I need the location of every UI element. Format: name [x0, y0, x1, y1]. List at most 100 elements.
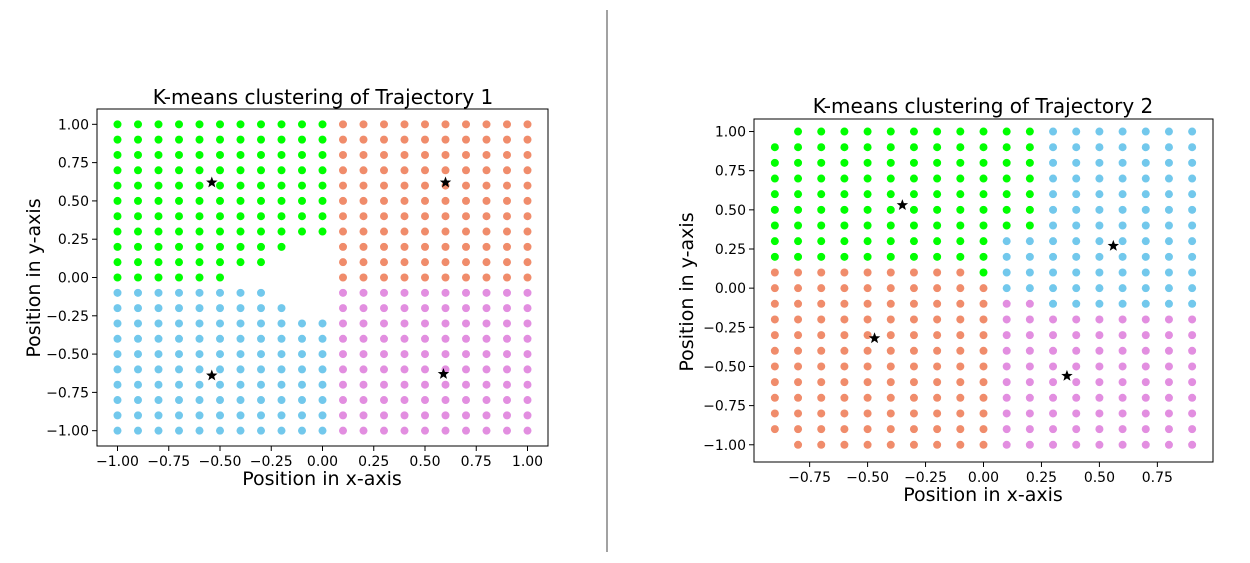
data-point — [1164, 362, 1173, 371]
data-point — [134, 135, 142, 144]
data-point — [863, 221, 872, 230]
data-point — [380, 365, 388, 374]
data-point — [1188, 205, 1197, 214]
data-point — [154, 350, 163, 359]
data-point — [175, 288, 183, 297]
data-point — [298, 166, 306, 175]
data-point — [421, 135, 429, 144]
data-point — [359, 334, 368, 343]
x-tick-label: 0.25 — [358, 454, 389, 470]
data-point — [1118, 268, 1127, 277]
data-point — [503, 426, 511, 435]
data-point — [134, 365, 142, 374]
data-point — [1188, 268, 1197, 277]
data-point — [277, 166, 286, 175]
data-point — [840, 205, 849, 214]
data-point — [236, 334, 245, 343]
data-point — [1025, 315, 1034, 324]
data-point — [216, 258, 224, 267]
data-point — [1002, 346, 1011, 355]
data-point — [216, 288, 224, 297]
data-point — [421, 304, 429, 313]
data-point — [339, 396, 347, 405]
data-point — [1118, 221, 1127, 230]
data-point — [1025, 409, 1034, 418]
data-point — [817, 440, 826, 449]
data-point — [523, 120, 532, 129]
data-point — [840, 190, 849, 199]
data-point — [421, 196, 429, 205]
data-point — [1118, 378, 1127, 387]
data-point — [1049, 425, 1058, 434]
data-point — [1049, 409, 1058, 418]
data-point — [339, 120, 347, 129]
data-point — [979, 440, 988, 449]
data-point — [421, 426, 429, 435]
data-point — [956, 378, 965, 387]
data-point — [770, 174, 779, 183]
data-point — [1072, 425, 1081, 434]
data-point — [956, 268, 965, 277]
data-point — [863, 331, 872, 340]
data-point — [1164, 331, 1173, 340]
data-point — [956, 127, 965, 136]
data-point — [175, 380, 183, 389]
data-point — [154, 288, 163, 297]
data-point — [770, 143, 779, 152]
data-point — [1141, 409, 1150, 418]
data-point — [1164, 268, 1173, 277]
data-point — [1141, 346, 1150, 355]
data-point — [441, 212, 450, 221]
centroid-star-icon — [437, 368, 450, 379]
data-point — [933, 393, 942, 402]
data-point — [441, 150, 450, 159]
data-point — [421, 120, 429, 129]
data-point — [482, 334, 491, 343]
data-point — [380, 411, 388, 420]
chart-1-points — [113, 120, 532, 435]
data-point — [817, 158, 826, 167]
data-point — [1072, 299, 1081, 308]
data-point — [1164, 409, 1173, 418]
chart-1-x-axis-label: Position in x-axis — [242, 468, 402, 490]
data-point — [840, 393, 849, 402]
data-point — [1141, 393, 1150, 402]
data-point — [195, 319, 204, 328]
data-point — [840, 409, 849, 418]
data-point — [359, 120, 368, 129]
data-point — [503, 380, 511, 389]
data-point — [1025, 378, 1034, 387]
data-point — [462, 426, 470, 435]
centroid-star-icon — [206, 369, 218, 381]
data-point — [154, 227, 163, 236]
data-point — [909, 393, 918, 402]
data-point — [956, 299, 965, 308]
data-point — [1118, 331, 1127, 340]
data-point — [462, 334, 470, 343]
data-point — [770, 158, 779, 167]
x-tick-label: −0.50 — [199, 454, 242, 470]
data-point — [380, 288, 388, 297]
data-point — [318, 319, 327, 328]
data-point — [817, 425, 826, 434]
data-point — [1188, 158, 1197, 167]
data-point — [794, 346, 803, 355]
data-point — [1095, 362, 1104, 371]
data-point — [909, 221, 918, 230]
data-point — [216, 196, 224, 205]
data-point — [134, 288, 142, 297]
data-point — [236, 181, 245, 190]
data-point — [441, 242, 450, 251]
data-point — [339, 426, 347, 435]
data-point — [154, 242, 163, 251]
data-point — [1025, 425, 1034, 434]
data-point — [236, 135, 245, 144]
data-point — [339, 242, 347, 251]
data-point — [113, 150, 122, 159]
data-point — [817, 299, 826, 308]
data-point — [339, 166, 347, 175]
data-point — [175, 196, 183, 205]
data-point — [886, 409, 895, 418]
data-point — [359, 227, 368, 236]
